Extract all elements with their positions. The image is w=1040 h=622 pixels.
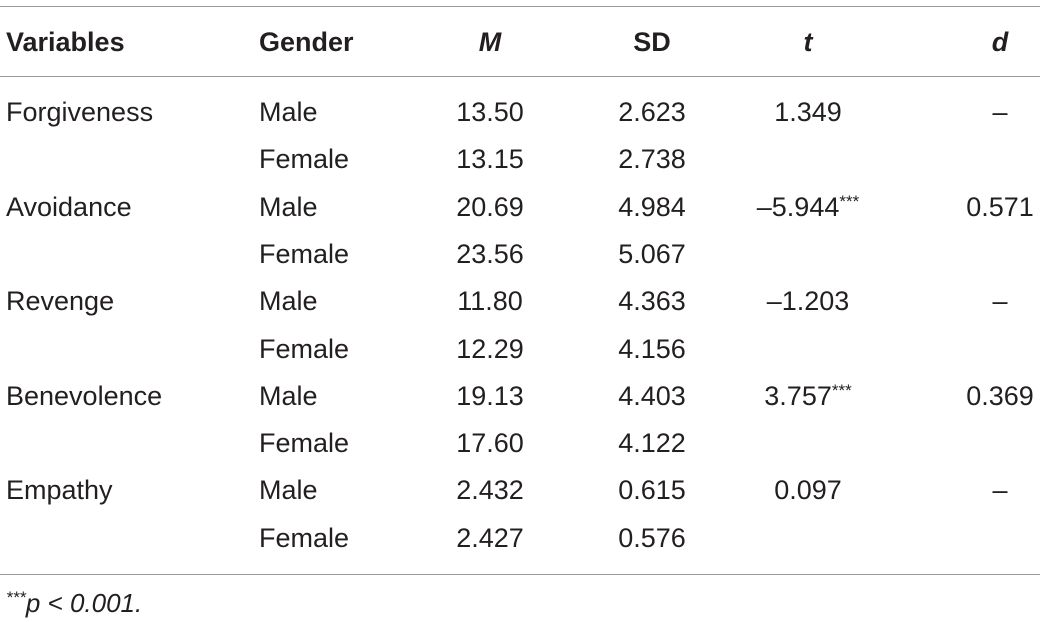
t-value: 0.097 xyxy=(774,475,842,505)
cell-gender: Female xyxy=(259,144,350,174)
cell-gender: Male xyxy=(259,97,318,127)
cell-sd: 4.122 xyxy=(618,428,686,458)
cell-t: –5.944*** xyxy=(718,192,898,222)
cell-mean: 17.60 xyxy=(456,428,524,458)
cell-mean: 20.69 xyxy=(456,192,524,222)
t-value: 3.757 xyxy=(764,381,832,411)
t-value: –1.203 xyxy=(766,286,850,316)
significance-marker: *** xyxy=(831,381,852,400)
cell-t: 3.757*** xyxy=(718,381,898,411)
cell-sd: 4.363 xyxy=(618,286,686,316)
cell-t: –1.203 xyxy=(718,286,898,316)
cell-sd: 4.156 xyxy=(618,334,686,364)
cell-sd: 4.403 xyxy=(618,381,686,411)
header-variables: Variables xyxy=(6,27,125,57)
cell-d: – xyxy=(992,286,1008,316)
table-footnote: ***p < 0.001. xyxy=(6,588,142,618)
t-value: 1.349 xyxy=(774,97,842,127)
cell-sd: 5.067 xyxy=(618,239,686,269)
cell-sd: 2.738 xyxy=(618,144,686,174)
cell-gender: Male xyxy=(259,286,318,316)
cell-gender: Male xyxy=(259,192,318,222)
footnote-text: p < 0.001. xyxy=(25,588,143,618)
cell-gender: Female xyxy=(259,334,350,364)
cell-sd: 4.984 xyxy=(618,192,686,222)
cell-mean: 23.56 xyxy=(456,239,524,269)
table-top-rule xyxy=(0,6,1040,7)
cell-variable: Benevolence xyxy=(6,381,163,411)
cell-sd: 2.623 xyxy=(618,97,686,127)
cell-sd: 0.615 xyxy=(618,475,686,505)
cell-t: 1.349 xyxy=(718,97,898,127)
header-d: d xyxy=(991,27,1009,57)
cell-d: 0.369 xyxy=(966,381,1034,411)
cell-mean: 11.80 xyxy=(457,286,523,316)
cell-mean: 2.427 xyxy=(456,523,524,553)
cell-d: – xyxy=(992,475,1008,505)
table-bottom-rule xyxy=(0,574,1040,575)
cell-gender: Female xyxy=(259,523,350,553)
cell-t: 0.097 xyxy=(718,475,898,505)
cell-gender: Male xyxy=(259,475,318,505)
header-rule xyxy=(0,76,1040,77)
cell-mean: 13.50 xyxy=(456,97,524,127)
cell-mean: 13.15 xyxy=(456,144,524,174)
header-sd: SD xyxy=(633,27,671,57)
cell-mean: 2.432 xyxy=(456,475,524,505)
cell-variable: Avoidance xyxy=(6,192,132,222)
footnote-marker: *** xyxy=(6,588,26,607)
cell-variable: Forgiveness xyxy=(6,97,154,127)
header-t: t xyxy=(803,27,813,57)
cell-d: 0.571 xyxy=(966,192,1034,222)
cell-variable: Revenge xyxy=(6,286,115,316)
cell-gender: Female xyxy=(259,428,350,458)
cell-sd: 0.576 xyxy=(618,523,686,553)
header-gender: Gender xyxy=(259,27,354,57)
cell-gender: Female xyxy=(259,239,350,269)
cell-mean: 12.29 xyxy=(456,334,524,364)
t-value: –5.944 xyxy=(756,192,840,222)
cell-mean: 19.13 xyxy=(456,381,524,411)
header-mean: M xyxy=(478,27,502,57)
cell-d: – xyxy=(992,97,1008,127)
cell-gender: Male xyxy=(259,381,318,411)
cell-variable: Empathy xyxy=(6,475,113,505)
significance-marker: *** xyxy=(839,192,860,211)
